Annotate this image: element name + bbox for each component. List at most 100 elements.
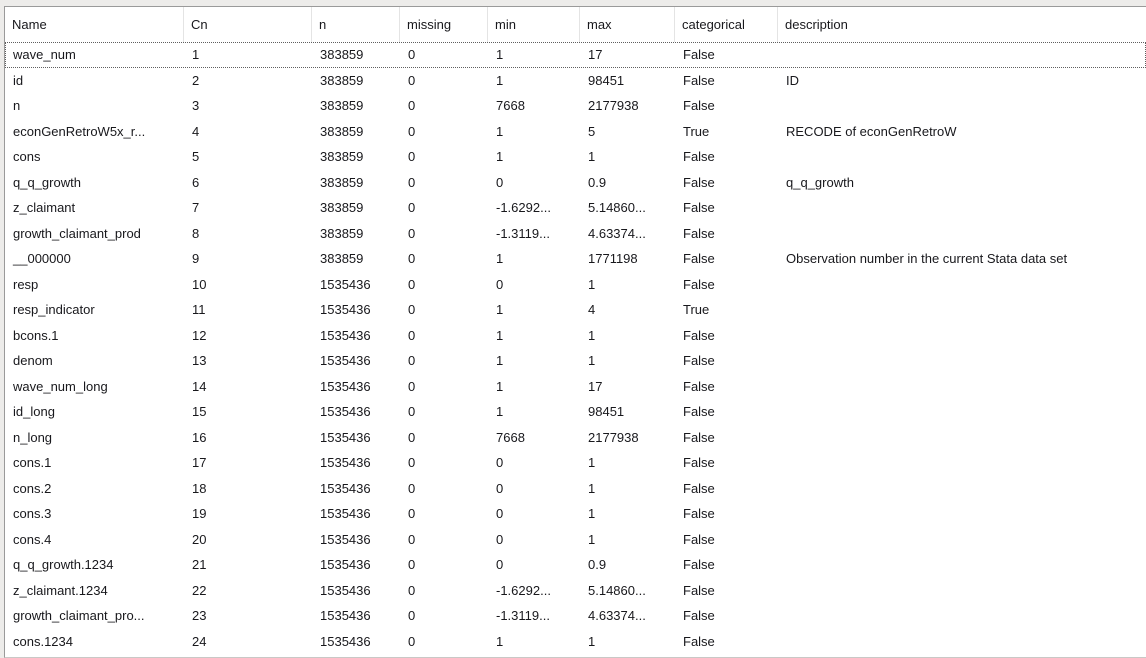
column-header-cn[interactable]: Cn [184,7,312,42]
cell-name: growth_claimant_prod [13,225,141,241]
cell-categorical: False [683,404,715,420]
cell-name: wave_num [13,47,76,63]
table-row[interactable]: econGenRetroW5x_r... 4 383859 0 1 5 True RECODE… [5,119,1146,145]
table-row[interactable]: wave_num 1 383859 0 1 17 False [5,42,1146,68]
column-header-missing[interactable]: missing [400,7,488,42]
cell-cn: 23 [192,608,207,624]
table-row[interactable]: cons.1 17 1535436 0 0 1 False [5,450,1146,476]
cell-missing: 0 [408,582,416,598]
cell-categorical: False [683,557,715,573]
cell-categorical: False [683,378,715,394]
cell-categorical: False [683,225,715,241]
cell-max: 2177938 [588,429,639,445]
cell-missing: 0 [408,302,416,318]
column-header-n[interactable]: n [312,7,400,42]
cell-n: 383859 [320,200,364,216]
cell-cn: 22 [192,582,207,598]
cell-cn: 19 [192,506,207,522]
cell-missing: 0 [408,633,416,649]
cell-cn: 3 [192,98,200,114]
table-row[interactable]: q_q_growth 6 383859 0 0 0.9 False q_q_growth [5,170,1146,196]
cell-cn: 2 [192,72,200,88]
cell-categorical: False [683,506,715,522]
cell-max: 17 [588,378,603,394]
table-row[interactable]: cons.1234 24 1535436 0 1 1 False [5,629,1146,655]
cell-min: 0 [496,557,504,573]
cell-max: 1 [588,327,596,343]
cell-min: 1 [496,327,504,343]
table-row[interactable]: cons.4 20 1535436 0 0 1 False [5,527,1146,553]
table-row[interactable]: resp 10 1535436 0 0 1 False [5,272,1146,298]
cell-categorical: False [683,480,715,496]
table-row[interactable]: __000000 9 383859 0 1 1771198 False Observation… [5,246,1146,272]
cell-name: n_long [13,429,53,445]
cell-n: 1535436 [320,353,371,369]
cell-missing: 0 [408,506,416,522]
cell-missing: 0 [408,149,416,165]
table-row[interactable]: growth_claimant_prod 8 383859 0 -1.3119... 4.… [5,221,1146,247]
cell-name: cons.2 [13,480,52,496]
cell-categorical: False [683,327,715,343]
cell-min: 0 [496,455,504,471]
cell-missing: 0 [408,455,416,471]
column-header-name[interactable]: Name [5,7,184,42]
cell-categorical: False [683,72,715,88]
cell-name: z_claimant [13,200,76,216]
cell-cn: 6 [192,174,200,190]
column-header-min[interactable]: min [488,7,580,42]
column-header-max[interactable]: max [580,7,675,42]
cell-categorical: False [683,353,715,369]
cell-description: q_q_growth [786,174,854,190]
cell-max: 1771198 [588,251,638,267]
cell-n: 383859 [320,149,364,165]
cell-categorical: True [683,123,710,139]
cell-min: 0 [496,531,504,547]
table-row[interactable]: q_q_growth.1234 21 1535436 0 0 0.9 False [5,552,1146,578]
cell-name: denom [13,353,53,369]
table-row[interactable]: id_long 15 1535436 0 1 98451 False [5,399,1146,425]
table-row[interactable]: n_long 16 1535436 0 7668 2177938 False [5,425,1146,451]
cell-name: cons.1234 [13,633,73,649]
cell-categorical: False [683,455,715,471]
table-row[interactable]: id 2 383859 0 1 98451 False ID [5,68,1146,94]
cell-min: 0 [496,174,504,190]
cell-missing: 0 [408,480,416,496]
cell-min: 1 [496,251,504,267]
cell-min: 1 [496,72,504,88]
cell-n: 1535436 [320,302,371,318]
column-header-description[interactable]: description [785,17,848,32]
cell-name: id [13,72,24,88]
table-row[interactable]: n 3 383859 0 7668 2177938 False [5,93,1146,119]
cell-description: RECODE of econGenRetroW [786,123,957,139]
cell-max: 1 [588,531,596,547]
table-row[interactable]: bcons.1 12 1535436 0 1 1 False [5,323,1146,349]
table-row[interactable]: denom 13 1535436 0 1 1 False [5,348,1146,374]
table-row[interactable]: cons.2 18 1535436 0 0 1 False [5,476,1146,502]
cell-name: econGenRetroW5x_r... [13,123,146,139]
table-row[interactable]: z_claimant 7 383859 0 -1.6292... 5.14860... Fa… [5,195,1146,221]
cell-min: -1.6292... [496,582,551,598]
cell-missing: 0 [408,225,416,241]
cell-max: 1 [588,506,596,522]
column-header-categorical[interactable]: categorical [675,7,778,42]
table-row[interactable]: cons 5 383859 0 1 1 False [5,144,1146,170]
cell-n: 1535436 [320,557,371,573]
cell-n: 1535436 [320,429,371,445]
cell-n: 1535436 [320,327,371,343]
cell-missing: 0 [408,531,416,547]
cell-min: 1 [496,633,504,649]
cell-name: resp_indicator [13,302,95,318]
cell-missing: 0 [408,429,416,445]
cell-name: n [13,98,21,114]
table-row[interactable]: resp_indicator 11 1535436 0 1 4 True [5,297,1146,323]
cell-missing: 0 [408,98,416,114]
variable-table-body: wave_num 1 383859 0 1 17 False id 2 383859 0 1 98451… [5,42,1146,654]
cell-name: cons [13,149,41,165]
cell-cn: 17 [192,455,207,471]
table-row[interactable]: wave_num_long 14 1535436 0 1 17 False [5,374,1146,400]
table-row[interactable]: z_claimant.1234 22 1535436 0 -1.6292... 5.148… [5,578,1146,604]
table-row[interactable]: cons.3 19 1535436 0 0 1 False [5,501,1146,527]
cell-max: 1 [588,353,596,369]
table-row[interactable]: growth_claimant_pro... 23 1535436 0 -1.3119.… [5,603,1146,629]
cell-max: 98451 [588,72,625,88]
